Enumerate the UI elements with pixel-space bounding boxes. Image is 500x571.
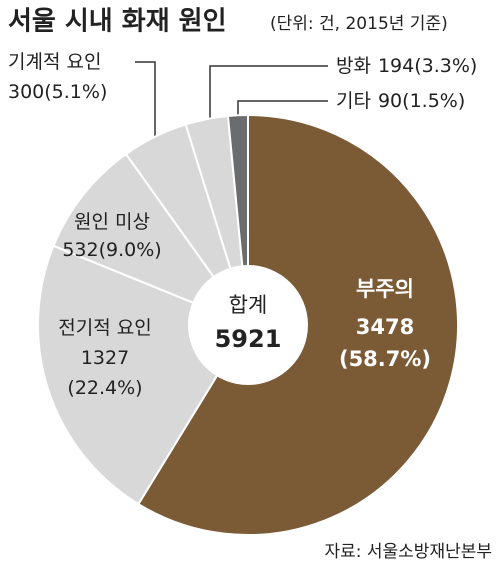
label-part: (3.3%) [414, 55, 477, 77]
slice-label: 기계적 요인 [8, 51, 101, 73]
slice-label: 방화 194(3.3%) [336, 55, 477, 77]
total-value: 5921 [215, 325, 282, 353]
label-part: 기계적 요인 [8, 51, 101, 73]
label-part: 원인 미상 [74, 211, 150, 233]
label-part: 532 [62, 239, 98, 261]
slice-label: 전기적 요인 [58, 317, 151, 339]
slice-label: 원인 미상 [74, 211, 150, 233]
label-part: (5.1%) [44, 81, 107, 103]
label-part: (9.0%) [99, 239, 162, 261]
slice-label: 1327 [81, 347, 129, 369]
label-part: (22.4%) [67, 377, 142, 399]
label-part: 3478 [356, 315, 414, 339]
label-part: 90 [378, 90, 402, 112]
label-part: (1.5%) [402, 90, 465, 112]
label-part: (58.7%) [339, 347, 431, 371]
label-part: 194 [378, 55, 414, 77]
chart-subtitle: (단위: 건, 2015년 기준) [270, 14, 448, 34]
label-part: 기타 [336, 90, 371, 112]
donut-hole [188, 265, 308, 385]
slice-label: 기타 90(1.5%) [336, 90, 465, 112]
slice-label: 부주의 [356, 277, 414, 301]
leader-line [135, 61, 156, 140]
leader-line [237, 100, 328, 119]
slice-label: 532(9.0%) [62, 239, 161, 261]
label-part: 300 [8, 81, 44, 103]
slice-label: (22.4%) [67, 377, 142, 399]
source: 자료: 서울소방재난본부 [324, 542, 492, 562]
chart-title: 서울 시내 화재 원인 [8, 7, 227, 37]
label-part: 전기적 요인 [58, 317, 151, 339]
label-part: 방화 [336, 55, 371, 77]
label-part: 1327 [81, 347, 129, 369]
total-label: 합계 [229, 293, 268, 317]
label-part: 부주의 [356, 277, 414, 301]
slice-label: 300(5.1%) [8, 81, 107, 103]
slice [52, 152, 251, 328]
slice-label: 3478 [356, 315, 414, 339]
slice-label: (58.7%) [339, 347, 431, 371]
leader-line [209, 65, 328, 124]
